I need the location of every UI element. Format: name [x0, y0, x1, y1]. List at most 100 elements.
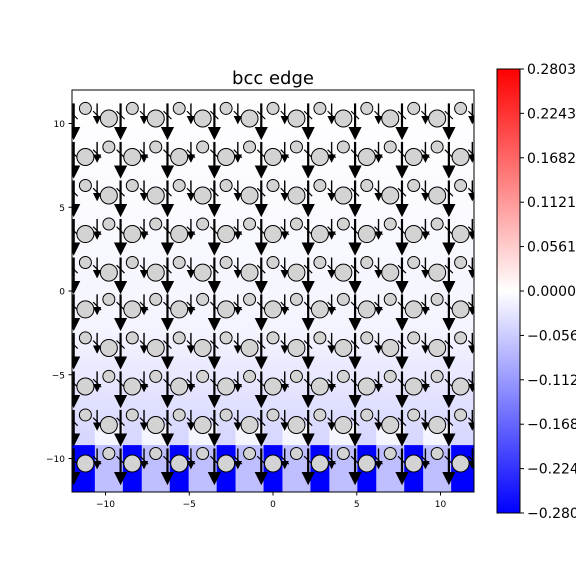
- atom-marker: [264, 300, 282, 319]
- x-axis-ticks: −10 −5 0 5 10: [96, 492, 446, 510]
- minor-arrow: [303, 264, 313, 274]
- atom-marker-small: [313, 178, 327, 192]
- minor-arrow: [444, 264, 454, 274]
- minor-arrow: [327, 110, 337, 120]
- minor-arrow: [397, 378, 407, 388]
- minor-arrow: [397, 226, 407, 236]
- minor-arrow: [397, 149, 407, 159]
- minor-arrow: [397, 264, 407, 274]
- minor-arrow: [186, 264, 196, 274]
- atom-marker: [451, 300, 470, 319]
- minor-arrow: [350, 149, 360, 159]
- minor-arrow: [72, 228, 79, 236]
- minor-arrow: [327, 301, 337, 311]
- atom-marker-small: [313, 331, 327, 345]
- minor-arrow: [139, 417, 149, 427]
- atom-marker-small: [266, 101, 280, 115]
- atom-marker-small: [172, 408, 186, 422]
- atom-marker-small: [125, 256, 139, 270]
- minor-arrow: [374, 149, 383, 159]
- colorbar-tick-label: −0.280: [527, 506, 576, 522]
- atom-marker-small: [172, 331, 186, 345]
- minor-arrow: [209, 340, 219, 350]
- minor-arrow: [327, 455, 337, 465]
- atom-marker: [99, 416, 118, 434]
- atom-marker: [146, 338, 165, 357]
- minor-arrow: [467, 226, 474, 234]
- minor-arrow: [72, 303, 79, 311]
- x-tick-label: 5: [354, 500, 360, 510]
- atom-marker: [170, 454, 189, 473]
- minor-arrow: [256, 417, 266, 427]
- atom-marker: [170, 148, 189, 166]
- atom-marker-small: [196, 446, 210, 460]
- atom-marker: [170, 300, 189, 319]
- atom-marker-small: [78, 256, 92, 270]
- minor-arrow: [163, 149, 172, 159]
- atom-marker: [334, 416, 353, 434]
- atom-marker: [170, 225, 189, 244]
- colorbar-tick-label: −0.224: [527, 462, 576, 478]
- colorbar-tick-label: −0.056: [527, 328, 576, 344]
- minor-arrow: [116, 340, 125, 350]
- atom-marker: [381, 263, 400, 282]
- atom-markers: [76, 101, 470, 473]
- atom-marker-small: [149, 369, 163, 383]
- y-axis-ticks: 10 5 0 −5 −10: [46, 120, 72, 465]
- minor-arrow: [421, 264, 430, 274]
- colorbar-tick-label: 0.0561: [527, 240, 576, 256]
- minor-arrow: [256, 340, 266, 350]
- minor-arrow: [163, 301, 172, 311]
- atom-marker-small: [430, 292, 444, 306]
- minor-arrow: [280, 301, 290, 311]
- minor-arrow: [444, 340, 454, 350]
- minor-arrow: [92, 110, 102, 120]
- atom-marker: [146, 416, 165, 434]
- atom-marker: [264, 377, 282, 396]
- atom-marker: [240, 416, 259, 434]
- atom-marker-small: [430, 446, 444, 460]
- minor-arrow: [92, 455, 102, 465]
- atom-marker: [287, 263, 306, 282]
- minor-arrow: [303, 149, 313, 159]
- minor-arrow: [421, 187, 430, 197]
- atom-marker-small: [336, 369, 350, 383]
- minor-arrow: [116, 110, 125, 120]
- minor-arrow: [421, 149, 430, 159]
- atom-marker: [193, 263, 212, 282]
- minor-arrow: [280, 226, 290, 236]
- atom-marker: [357, 377, 376, 396]
- minor-arrow: [397, 417, 407, 427]
- minor-arrow: [186, 226, 196, 236]
- minor-arrow: [139, 226, 149, 236]
- atom-marker-small: [125, 178, 139, 192]
- minor-arrow: [374, 301, 383, 311]
- minor-arrow: [186, 149, 196, 159]
- colorbar-ticks: 0.2803 0.2243 0.1682 0.1121 0.0561 0.0000 −0.0…: [520, 62, 576, 522]
- minor-arrow: [350, 226, 360, 236]
- displacement-arrows: [72, 103, 474, 486]
- atom-marker: [240, 263, 259, 282]
- atom-marker: [334, 263, 353, 282]
- minor-arrow: [209, 417, 219, 427]
- minor-arrow: [163, 455, 172, 465]
- minor-arrow: [280, 340, 290, 350]
- atom-marker: [428, 338, 447, 357]
- atom-marker: [264, 454, 282, 473]
- minor-arrow: [467, 110, 474, 118]
- colorbar-tick-label: 0.0000: [527, 284, 576, 300]
- minor-arrow: [139, 301, 149, 311]
- atom-marker-small: [78, 331, 92, 345]
- atom-marker: [357, 148, 376, 166]
- minor-arrow: [256, 301, 266, 311]
- atom-marker: [334, 338, 353, 357]
- atom-marker: [264, 148, 282, 166]
- atom-marker: [123, 148, 142, 166]
- minor-arrow: [421, 226, 430, 236]
- minor-arrow: [139, 378, 149, 388]
- minor-arrow: [92, 340, 102, 350]
- minor-arrow: [233, 187, 243, 197]
- atom-marker: [76, 454, 95, 473]
- atom-marker-small: [360, 178, 374, 192]
